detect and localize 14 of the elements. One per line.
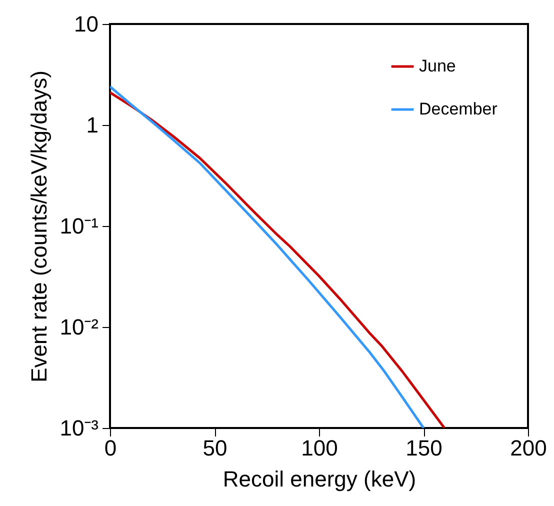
y-axis-title: Event rate (counts/keV/kg/days) — [26, 70, 52, 382]
legend-label: June — [419, 56, 456, 76]
x-tick-label: 0 — [104, 436, 117, 460]
x-axis-title: Recoil energy (keV) — [222, 466, 416, 492]
x-tick-label: 200 — [510, 436, 547, 460]
x-tick-label: 100 — [301, 436, 338, 460]
x-tick-label: 150 — [406, 436, 442, 460]
y-tick-label: 10⁻¹ — [60, 214, 98, 238]
legend-label: December — [419, 100, 498, 118]
x-tick-label: 50 — [202, 436, 228, 460]
y-tick-label: 10⁻³ — [60, 416, 98, 440]
y-tick-label: 1 — [86, 112, 98, 138]
y-tick-label: 10⁻² — [60, 314, 98, 340]
y-tick-label: 10 — [74, 12, 98, 36]
